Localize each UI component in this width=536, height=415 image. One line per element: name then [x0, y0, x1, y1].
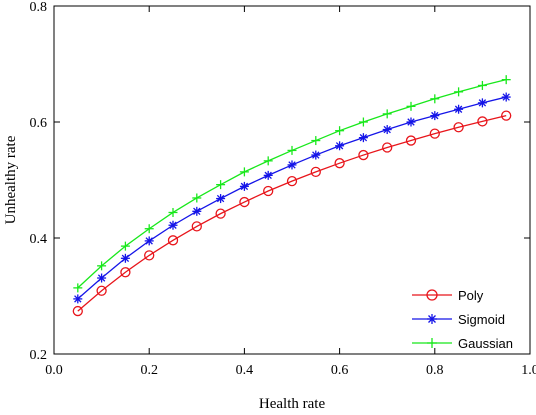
data-point — [335, 141, 345, 151]
data-point — [335, 126, 345, 136]
x-tick-label: 0.6 — [331, 363, 349, 378]
x-tick-label: 1.0 — [521, 363, 536, 378]
legend-label-sigmoid: Sigmoid — [458, 312, 505, 327]
data-point — [454, 87, 464, 97]
data-point — [358, 133, 368, 143]
data-point — [216, 194, 226, 204]
data-point — [97, 273, 107, 283]
data-point — [477, 116, 488, 127]
data-point — [263, 170, 273, 180]
data-point — [382, 125, 392, 135]
legend-marker-asterisk — [427, 314, 437, 324]
data-point — [191, 221, 202, 232]
data-point — [144, 224, 154, 234]
data-point — [430, 94, 440, 104]
data-point — [382, 142, 393, 153]
data-point — [477, 80, 487, 90]
data-point — [287, 160, 297, 170]
legend-marker-plus — [427, 338, 437, 348]
data-point — [406, 101, 416, 111]
legend-label-poly: Poly — [458, 288, 484, 303]
series-gaussian — [73, 75, 511, 293]
legend-item-sigmoid: Sigmoid — [412, 312, 505, 327]
y-axis-label: Unhealthy rate — [3, 135, 19, 224]
data-point — [310, 166, 321, 178]
data-point — [192, 206, 202, 216]
data-point — [239, 181, 249, 191]
series-layer — [72, 75, 512, 317]
legend: Poly Sigmoid Gaussian — [412, 288, 513, 351]
data-point — [97, 261, 107, 271]
data-point — [144, 236, 154, 246]
x-tick-label: 0.0 — [45, 363, 63, 378]
y-tick-label: 0.8 — [30, 0, 48, 15]
legend-item-gaussian: Gaussian — [412, 336, 513, 351]
data-point — [454, 104, 464, 114]
x-axis-label: Health rate — [259, 396, 326, 412]
data-point — [120, 241, 130, 251]
legend-label-gaussian: Gaussian — [458, 336, 513, 351]
series-sigmoid — [73, 92, 511, 304]
data-point — [263, 185, 274, 197]
data-point — [477, 98, 487, 108]
y-tick-label: 0.4 — [30, 232, 48, 247]
legend-item-poly: Poly — [412, 288, 484, 303]
data-point — [263, 156, 273, 166]
legend-marker-circle — [426, 289, 438, 301]
data-point — [405, 135, 417, 146]
data-point — [358, 149, 369, 161]
series-line-poly — [77, 114, 507, 312]
data-point — [501, 75, 511, 85]
data-point — [334, 158, 345, 169]
data-point — [286, 176, 298, 187]
data-point — [453, 122, 464, 133]
data-point — [168, 220, 178, 230]
data-point — [216, 180, 226, 190]
data-point — [192, 193, 202, 203]
data-point — [167, 235, 179, 246]
data-point — [501, 92, 511, 102]
series-line-gaussian — [77, 79, 507, 289]
series-poly — [72, 110, 512, 317]
data-point — [96, 285, 107, 296]
data-point — [73, 283, 83, 293]
data-point — [501, 110, 512, 121]
series-line-sigmoid — [77, 96, 507, 300]
axis-ticks: 0.0 0.2 0.4 0.6 0.8 1.00.20.40.60.8 — [30, 0, 536, 378]
y-tick-label: 0.6 — [30, 116, 48, 131]
data-point — [73, 294, 83, 304]
x-tick-label: 0.8 — [426, 363, 444, 378]
data-point — [144, 250, 155, 261]
data-point — [382, 109, 392, 119]
data-point — [311, 150, 321, 160]
data-point — [287, 145, 297, 155]
data-point — [430, 111, 440, 121]
y-tick-label: 0.2 — [30, 348, 48, 363]
data-point — [311, 136, 321, 146]
x-tick-label: 0.4 — [236, 363, 254, 378]
data-point — [406, 117, 416, 127]
plot-frame — [53, 5, 531, 355]
data-point — [120, 267, 131, 278]
data-point — [358, 117, 368, 127]
x-tick-label: 0.2 — [140, 363, 158, 378]
data-point — [239, 167, 249, 177]
data-point — [168, 207, 178, 217]
data-point — [215, 208, 226, 219]
data-point — [239, 196, 250, 208]
data-point — [429, 128, 440, 139]
data-point — [72, 305, 83, 317]
data-point — [120, 253, 130, 263]
